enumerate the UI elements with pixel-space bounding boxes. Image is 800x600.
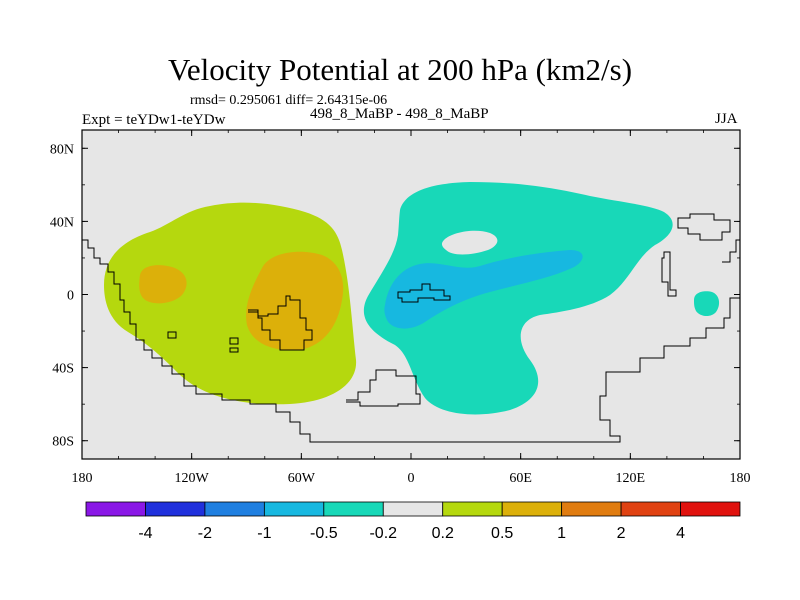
colorbar-label: 2 <box>617 525 626 542</box>
run-label: 498_8_MaBP - 498_8_MaBP <box>310 106 489 122</box>
region-west-core-a <box>139 265 187 304</box>
colorbar-box <box>442 501 503 517</box>
y-tick-label: 40S <box>52 362 74 377</box>
region-east-gap <box>441 230 498 255</box>
x-tick-label: 120E <box>616 471 646 486</box>
colorbar-box <box>561 501 622 517</box>
colorbar-label: -2 <box>198 525 212 542</box>
x-tick-label: 180 <box>72 471 93 486</box>
colorbar-label: 4 <box>676 525 685 542</box>
colorbar-box <box>382 501 444 517</box>
season-label: JJA <box>715 111 738 127</box>
y-tick-label: 40N <box>50 215 74 230</box>
x-tick-label: 180 <box>730 471 751 486</box>
colorbar-box <box>263 501 325 517</box>
colorbar-box <box>620 501 681 517</box>
colorbar-label: -1 <box>257 525 271 542</box>
chart-subtitle: rmsd= 0.295061 diff= 2.64315e-06 <box>190 93 388 108</box>
experiment-label: Expt = teYDw1-teYDw <box>82 112 226 128</box>
colorbar-box <box>145 501 206 517</box>
x-axis: 180 120W 60W 0 60E 120E 180 <box>72 130 751 486</box>
y-tick-label: 80S <box>52 435 74 450</box>
colorbar-box <box>85 501 146 517</box>
colorbar-box <box>680 501 741 517</box>
colorbar-box <box>323 501 384 517</box>
colorbar-label: -0.5 <box>310 525 338 542</box>
colorbar-box <box>501 501 563 517</box>
x-tick-label: 60W <box>288 471 316 486</box>
y-tick-label: 80N <box>50 142 74 157</box>
colorbar-label: 0.5 <box>491 525 513 542</box>
x-tick-label: 120W <box>175 471 210 486</box>
y-tick-label: 0 <box>67 289 74 304</box>
y-axis: 80N 40N 0 40S 80S <box>50 142 740 450</box>
coastlines <box>82 213 740 443</box>
colorbar-label: -0.2 <box>369 525 397 542</box>
x-tick-label: 60E <box>509 471 532 486</box>
colorbar-box <box>204 501 265 517</box>
chart-title: Velocity Potential at 200 hPa (km2/s) <box>167 52 633 87</box>
region-east-core <box>384 250 583 329</box>
colorbar: -4 -2 -1 -0.5 -0.2 0.2 0.5 1 2 4 <box>85 501 741 542</box>
x-tick-label: 0 <box>408 471 415 486</box>
region-east-negative <box>363 182 673 415</box>
region-west-core-b <box>246 251 344 351</box>
colorbar-label: -4 <box>138 525 152 542</box>
region-pacific-spot <box>694 291 720 317</box>
colorbar-label: 0.2 <box>432 525 454 542</box>
colorbar-label: 1 <box>557 525 566 542</box>
